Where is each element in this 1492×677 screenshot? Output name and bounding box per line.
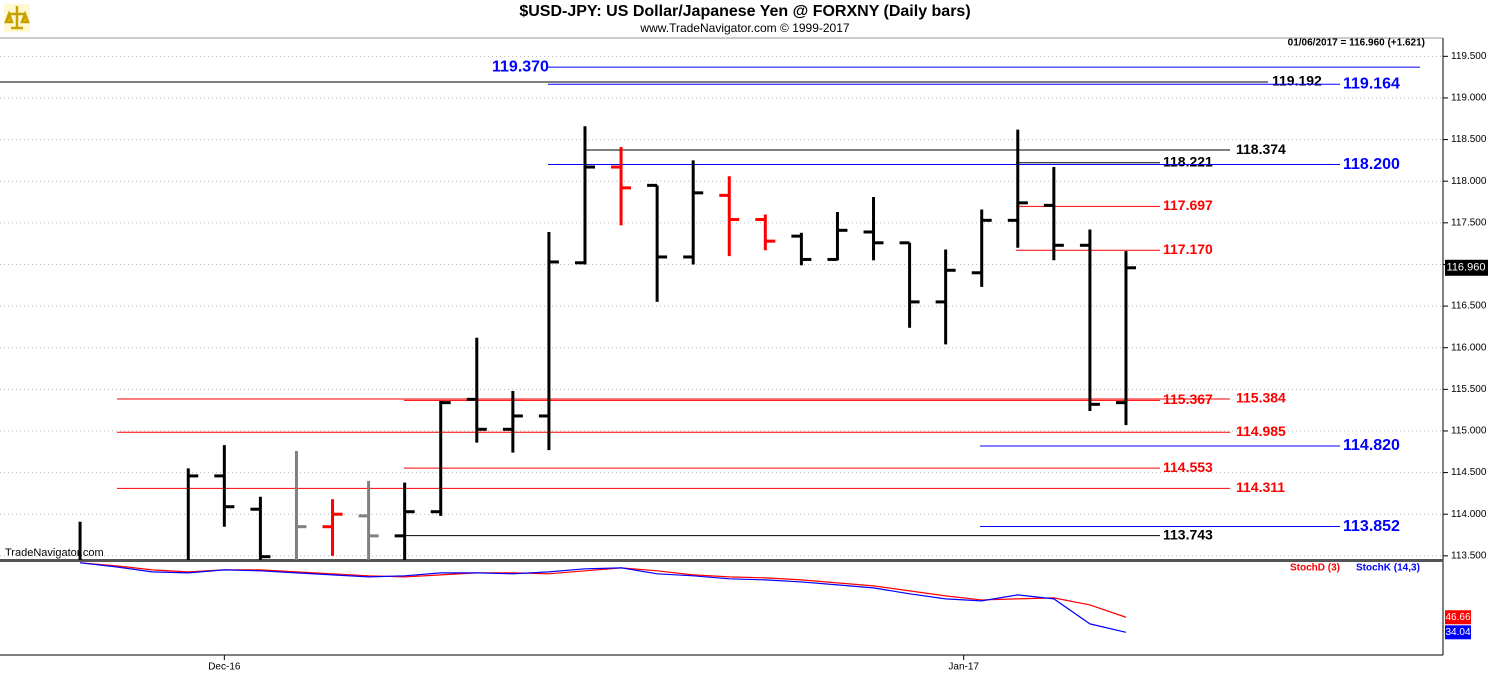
level-label: 119.164 (1343, 76, 1400, 93)
ohlc-bar (358, 480, 379, 560)
chart-title: $USD-JPY: US Dollar/Japanese Yen @ FORXN… (519, 3, 970, 20)
stoch-line (80, 562, 1127, 618)
y-tick-label: 117.500 (1451, 217, 1487, 228)
ohlc-bar (611, 147, 632, 226)
ohlc-bar (719, 176, 740, 257)
last-price-label: 116.960 (1447, 262, 1486, 274)
x-tick-label: Jan-17 (948, 662, 979, 673)
legend-label: StochD (3) (1290, 563, 1340, 574)
last-value-label: 34.04 (1445, 627, 1470, 638)
y-tick-label: 118.500 (1451, 134, 1487, 145)
stoch-line (79, 562, 1127, 633)
ohlc-bar (250, 496, 271, 560)
ohlc-bar (322, 499, 343, 556)
ohlc-bar (214, 445, 235, 527)
axes: 113.500 114.000 114.500 115.000 115.500 116.0… (208, 51, 1488, 673)
level-label: 117.170 (1163, 241, 1213, 257)
level-label: 114.311 (1236, 479, 1285, 495)
ohlc-bar (1115, 251, 1136, 426)
level-label: 119.370 (492, 58, 549, 75)
ohlc-bar (647, 183, 668, 302)
y-tick-label: 116.500 (1451, 301, 1487, 312)
level-label: 118.374 (1236, 141, 1286, 157)
level-label: 114.985 (1236, 423, 1286, 439)
chart-subtitle: www.TradeNavigator.com © 1999-2017 (639, 21, 849, 35)
level-label: 115.384 (1236, 390, 1286, 406)
watermark: TradeNavigator.com (5, 547, 104, 559)
ohlc-bar (935, 249, 956, 345)
level-label: 118.200 (1343, 156, 1400, 173)
y-tick-label: 116.000 (1451, 342, 1487, 353)
x-tick-label: Dec-16 (208, 662, 241, 673)
level-label: 117.697 (1163, 197, 1213, 213)
level-label: 114.820 (1343, 437, 1400, 454)
ohlc-bar (574, 126, 595, 265)
ohlc-bar (827, 212, 848, 261)
y-tick-label: 115.500 (1451, 384, 1487, 395)
ohlc-bar (971, 209, 992, 287)
ohlc-bar (394, 482, 415, 560)
ohlc-bar (755, 214, 776, 251)
y-tick-label: 115.000 (1451, 426, 1487, 437)
stoch-plot (79, 562, 1127, 633)
y-tick-label: 118.000 (1451, 176, 1487, 187)
last-value-box (1445, 610, 1471, 625)
price-plot: 119.370 119.192 119.164 118.374 118.221 118.2… (0, 55, 1443, 560)
level-label: 119.192 (1272, 73, 1322, 89)
ohlc-bar (863, 197, 884, 261)
panel-separator (0, 559, 1443, 562)
ohlc-bar (791, 232, 812, 266)
ohlc-bar (899, 241, 920, 328)
level-label: 114.553 (1163, 459, 1213, 475)
ohlc-bar (430, 400, 451, 516)
ohlc-bar (683, 160, 704, 265)
last-value-label: 46.66 (1445, 612, 1470, 623)
ohlc-bar (1043, 167, 1064, 261)
y-tick-label: 114.000 (1451, 509, 1487, 520)
ohlc-bar (538, 231, 559, 451)
level-label: 113.743 (1163, 526, 1213, 542)
logo (4, 4, 30, 32)
ohlc-bar (466, 337, 487, 443)
level-label: 118.221 (1163, 154, 1213, 170)
y-tick-label: 114.500 (1451, 467, 1487, 478)
last-price-box (1445, 259, 1488, 276)
level-label: 113.852 (1343, 518, 1400, 535)
last-value-box (1445, 625, 1471, 640)
ohlc-bar (502, 390, 523, 453)
ohlc-bar (78, 521, 82, 560)
ohlc-bar (1007, 129, 1028, 248)
last-quote: 01/06/2017 = 116.960 (+1.621) (1288, 38, 1425, 49)
y-tick-label: 113.500 (1451, 550, 1487, 561)
y-tick-label: 119.000 (1451, 93, 1487, 104)
legend-label: StochK (14,3) (1356, 563, 1420, 574)
ohlc-bar (186, 468, 199, 560)
ohlc-bar (294, 450, 307, 560)
ohlc-bar (1079, 229, 1100, 411)
y-tick-label: 119.500 (1451, 51, 1487, 62)
